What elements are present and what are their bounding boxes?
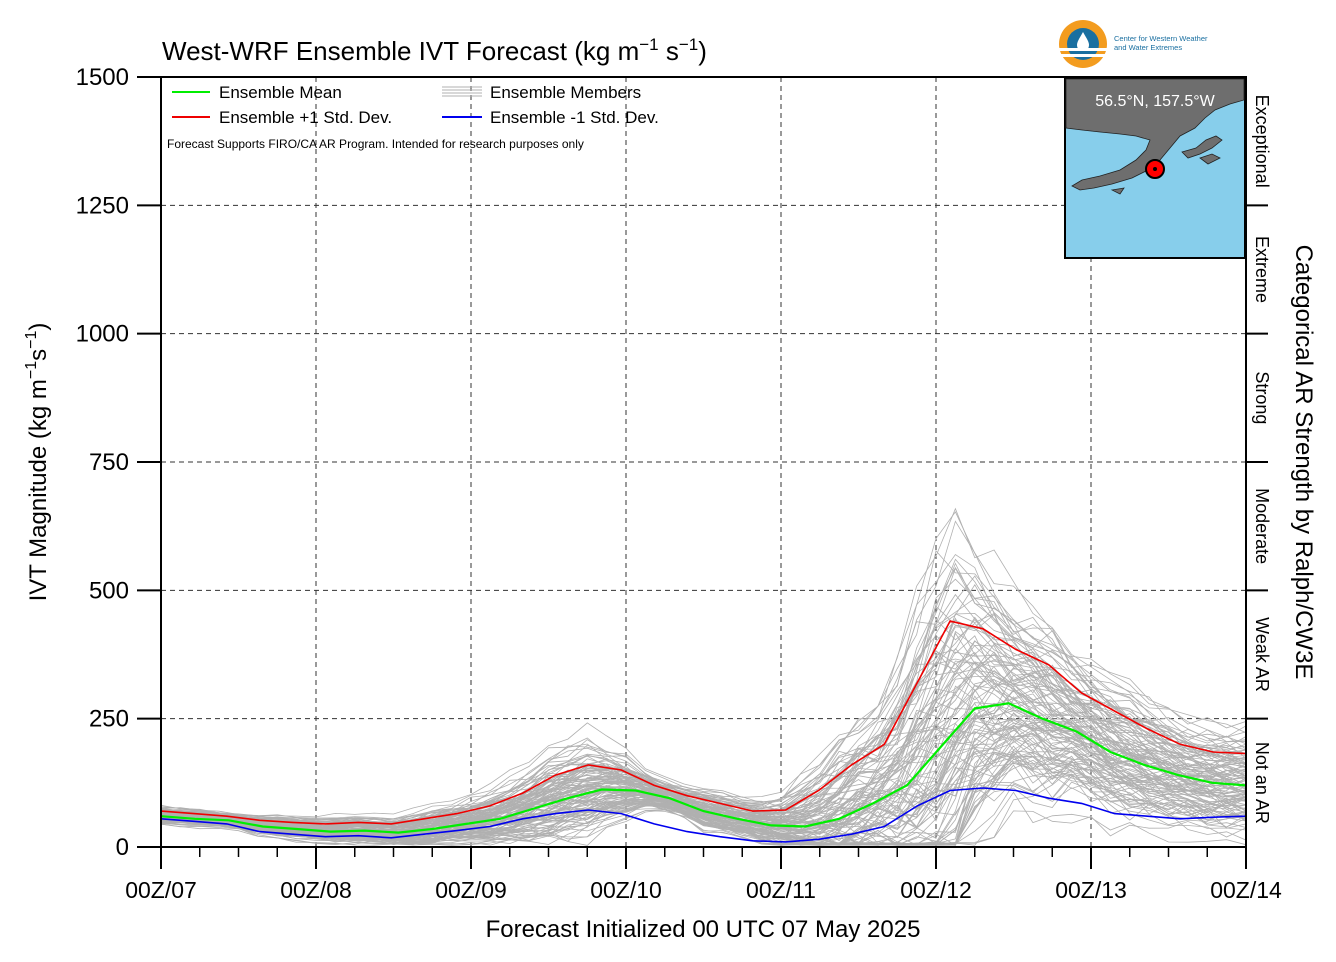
category-label: Extreme bbox=[1252, 236, 1272, 303]
x-tick-label: 00Z/13 bbox=[1055, 877, 1127, 903]
legend-members-label: Ensemble Members bbox=[490, 83, 641, 102]
category-axis: Not an AR Weak AR Moderate Strong Extreme Exc… bbox=[1245, 95, 1272, 824]
category-label: Weak AR bbox=[1252, 617, 1272, 692]
legend-minus-label: Ensemble -1 Std. Dev. bbox=[490, 108, 659, 127]
x-axis-label: Forecast Initialized 00 UTC 07 May 2025 bbox=[486, 916, 921, 943]
y-tick-label: 250 bbox=[89, 706, 129, 733]
ensemble-member-line bbox=[161, 644, 1246, 830]
ensemble-minus-line bbox=[161, 787, 1246, 843]
ensemble-member-line bbox=[161, 740, 1246, 846]
ensemble-member-line bbox=[161, 696, 1246, 845]
x-tick-label: 00Z/10 bbox=[590, 877, 662, 903]
legend-mean-label: Ensemble Mean bbox=[219, 83, 342, 102]
ensemble-member-line bbox=[161, 755, 1246, 846]
ensemble-member-line bbox=[161, 520, 1246, 824]
y-tick-label: 500 bbox=[89, 577, 129, 604]
x-axis: 00Z/07 00Z/08 00Z/09 00Z/10 00Z/11 00Z/12 00Z/… bbox=[125, 847, 1282, 903]
ensemble-member-lines bbox=[161, 507, 1246, 846]
y-tick-label: 0 bbox=[116, 834, 129, 861]
ensemble-member-line bbox=[161, 553, 1246, 818]
x-tick-label: 00Z/07 bbox=[125, 877, 197, 903]
ensemble-member-line bbox=[161, 640, 1246, 824]
location-label: 56.5°N, 157.5°W bbox=[1095, 93, 1215, 110]
ensemble-stat-lines bbox=[161, 620, 1246, 843]
y-axis: 0 250 500 750 1000 1250 1500 bbox=[76, 64, 161, 861]
category-label: Exceptional bbox=[1252, 95, 1272, 188]
ensemble-member-line bbox=[161, 705, 1246, 844]
x-tick-label: 00Z/12 bbox=[900, 877, 972, 903]
logo-line-2: and Water Extremes bbox=[1114, 43, 1182, 52]
x-tick-label: 00Z/14 bbox=[1210, 877, 1282, 903]
legend-members-swatch bbox=[442, 86, 482, 97]
map-land-islands bbox=[1110, 135, 1223, 195]
disclaimer-text: Forecast Supports FIRO/CA AR Program. In… bbox=[167, 137, 584, 151]
y-tick-label: 1500 bbox=[76, 64, 129, 91]
ensemble-member-line bbox=[161, 698, 1246, 834]
ensemble-member-line bbox=[161, 566, 1246, 825]
category-label: Strong bbox=[1252, 371, 1272, 424]
ensemble-member-line bbox=[161, 683, 1246, 836]
logo-line-1: Center for Western Weather bbox=[1114, 34, 1208, 43]
map-land-mainland bbox=[1065, 78, 1245, 191]
ensemble-member-line bbox=[161, 668, 1246, 831]
category-label: Moderate bbox=[1252, 488, 1272, 564]
legend: Ensemble Mean Ensemble +1 Std. Dev. Ense… bbox=[167, 83, 659, 151]
ensemble-member-line bbox=[161, 567, 1246, 823]
cw3e-logo: Center for Western Weather and Water Ext… bbox=[1059, 20, 1208, 68]
y-tick-label: 750 bbox=[89, 449, 129, 476]
y-tick-label: 1000 bbox=[76, 321, 129, 348]
ensemble-member-line bbox=[161, 774, 1246, 846]
y-tick-label: 1250 bbox=[76, 192, 129, 219]
category-label: Not an AR bbox=[1252, 742, 1272, 824]
y-axis-label: IVT Magnitude (kg m−1s−1) bbox=[23, 323, 52, 602]
ensemble-plus-line bbox=[161, 620, 1246, 825]
x-tick-label: 00Z/09 bbox=[435, 877, 507, 903]
legend-plus-label: Ensemble +1 Std. Dev. bbox=[219, 108, 392, 127]
x-tick-label: 00Z/11 bbox=[746, 877, 816, 903]
location-inset-map: 56.5°N, 157.5°W bbox=[1064, 77, 1246, 259]
ensemble-member-line bbox=[161, 507, 1246, 821]
right-axis-label: Categorical AR Strength by Ralph/CW3E bbox=[1290, 245, 1317, 680]
x-tick-label: 00Z/08 bbox=[280, 877, 352, 903]
ensemble-member-line bbox=[161, 751, 1246, 845]
ensemble-member-line bbox=[161, 751, 1246, 846]
chart-title: West-WRF Ensemble IVT Forecast (kg m−1 s… bbox=[162, 35, 707, 66]
ensemble-member-line bbox=[161, 635, 1246, 830]
ensemble-mean-line bbox=[161, 702, 1246, 834]
